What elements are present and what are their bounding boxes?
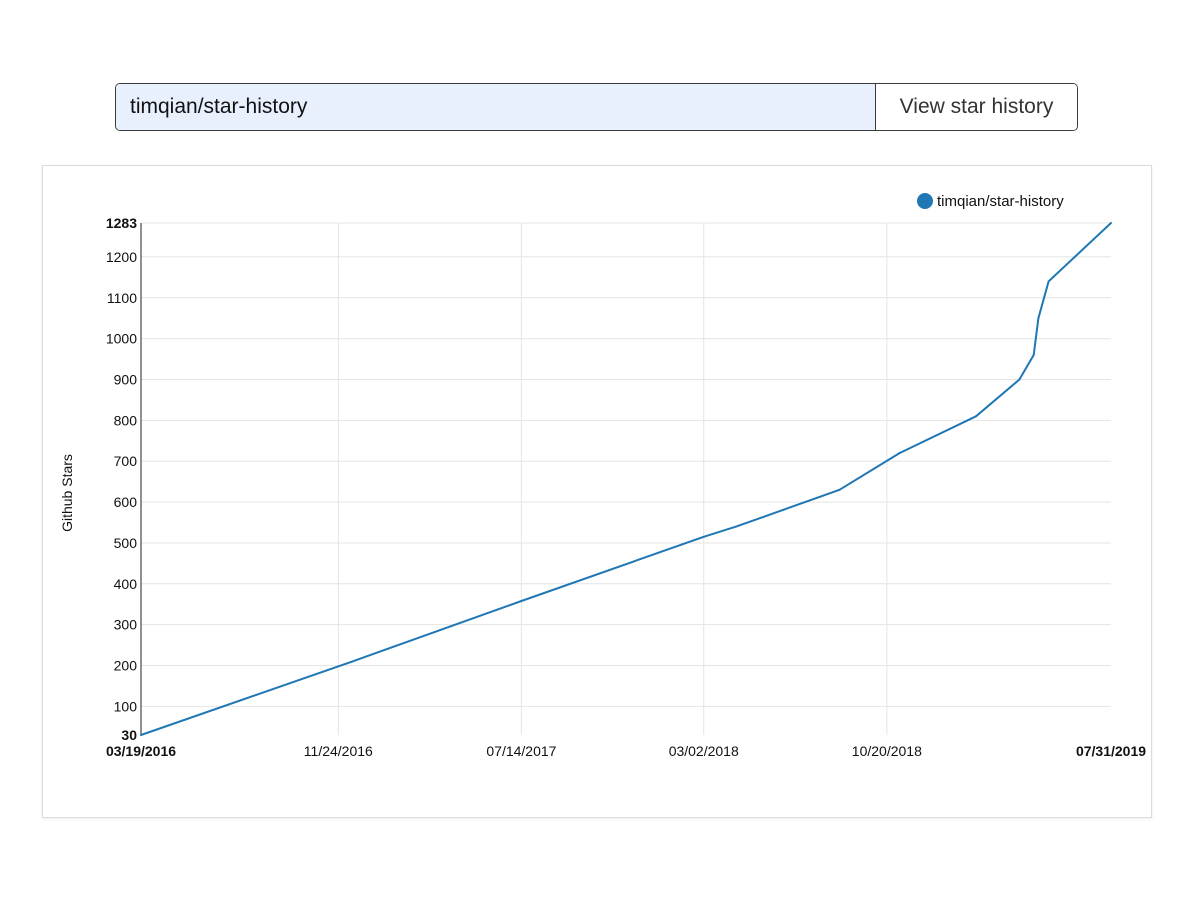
repo-input[interactable] [116,84,875,130]
series-point [140,734,142,736]
series-point [898,452,901,455]
legend: timqian/star-history [917,193,1064,210]
x-tick-label: 07/14/2017 [486,743,556,759]
series-point [520,599,523,602]
y-tick-label: 30 [121,727,137,743]
series-point [735,525,738,528]
y-tick-label: 100 [114,698,138,714]
series-point [702,535,705,538]
series-point [1047,280,1050,283]
series-point [838,488,841,491]
series-point [1037,317,1040,320]
axes: 30 100 200 300 400 500 600 700 800 900 1000 1100 120… [106,215,1146,759]
view-star-history-button[interactable]: View star history [875,84,1077,130]
y-tick-label: 900 [114,372,138,388]
y-tick-label: 700 [114,453,138,469]
x-tick-label: 10/20/2018 [852,743,922,759]
x-tick-label: 03/02/2018 [669,743,739,759]
x-tick-label: 07/31/2019 [1076,743,1146,759]
y-tick-label: 600 [114,494,138,510]
legend-label: timqian/star-history [937,193,1064,210]
search-bar: View star history [115,83,1078,131]
y-tick-label: 400 [114,576,138,592]
chart-card: 30 100 200 300 400 500 600 700 800 900 1000 1100 120… [42,165,1152,818]
legend-swatch [917,193,933,209]
series-line [140,222,1112,736]
series-point [1110,222,1112,224]
y-tick-label: 1200 [106,249,137,265]
star-history-chart: 30 100 200 300 400 500 600 700 800 900 1000 1100 120… [59,193,1146,759]
y-tick-label: 1100 [107,290,137,306]
y-tick-label: 200 [114,658,138,674]
y-tick-label: 1000 [106,331,137,347]
y-tick-label: 500 [114,535,138,551]
series-point [1018,378,1021,381]
series-layer [140,222,1112,736]
y-tick-label: 300 [114,617,138,633]
x-tick-label: 11/24/2016 [304,743,373,759]
x-tick-label: 03/19/2016 [106,743,176,759]
series-point [975,415,978,418]
y-tick-label: 800 [114,412,138,428]
series-point [351,660,354,663]
series-point [1032,353,1035,356]
y-axis-label: Github Stars [59,454,75,532]
y-tick-label: 1283 [106,215,137,231]
grid [141,222,1111,735]
